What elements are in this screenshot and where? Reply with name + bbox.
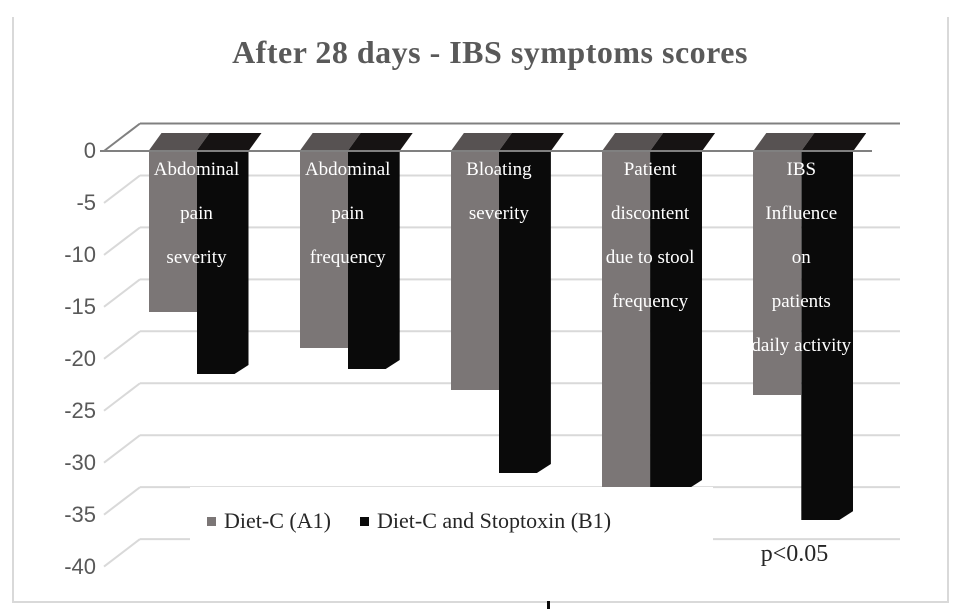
bar-top-face [602, 133, 663, 151]
bar-top-face [451, 133, 512, 151]
legend-label-diet-c-a1: Diet-C (A1) [224, 508, 331, 533]
y-axis-label: -35 [64, 501, 96, 527]
y-axis-label: -30 [64, 449, 96, 475]
y-axis-label: -25 [64, 397, 96, 423]
category-label-line: pain [180, 203, 213, 224]
bar-b1-1 [348, 151, 400, 369]
legend-entry-diet-c-stoptoxin-b1: Diet-C and Stoptoxin (B1) [360, 507, 611, 535]
category-label: Abdominal pain frequency [263, 148, 433, 280]
y-axis-label: -40 [64, 553, 96, 579]
category-label-line: Bloating [466, 159, 532, 180]
bar-top-face [801, 133, 866, 151]
category-label-line: frequency [612, 291, 689, 312]
category-label-line: Abdominal [153, 159, 240, 180]
category-label-line: discontent [611, 203, 690, 224]
p-value-annotation: p<0.05 [760, 541, 829, 567]
bar-b1-0 [197, 151, 249, 374]
legend-label-diet-c-stoptoxin-b1: Diet-C and Stoptoxin (B1) [377, 508, 612, 533]
category-label-line: due to stool [605, 247, 695, 268]
legend-marker-diet-c-stoptoxin-b1 [360, 516, 369, 526]
category-label-line: severity [468, 203, 529, 224]
figure-border-right [947, 17, 949, 603]
bar-b1-4 [801, 151, 853, 520]
bar-a1-2 [450, 151, 499, 390]
legend: Diet-C (A1) Diet-C and Stoptoxin (B1) [190, 487, 713, 551]
figure-border-bottom [12, 601, 949, 603]
bar-a1-3 [602, 151, 651, 489]
legend-marker-diet-c-a1 [207, 516, 216, 526]
category-label-line: IBS [786, 159, 817, 180]
bar-a1-1 [299, 151, 348, 348]
chart-title: After 28 days - IBS symptoms scores [232, 34, 748, 70]
bar-top-face [300, 133, 361, 151]
category-label: Abdominal pain severity [112, 148, 282, 280]
category-label-line: frequency [309, 247, 386, 268]
category-label-line: Influence [765, 203, 838, 224]
bar-top-face [149, 133, 210, 151]
y-axis-label: -10 [64, 241, 96, 267]
category-label: IBS Influence on patients daily activity [716, 148, 886, 368]
category-label-line: patients [771, 291, 831, 312]
bar-top-face [753, 133, 814, 151]
category-label: Bloating severity [414, 148, 584, 236]
bar-top-face [650, 133, 715, 151]
y-axis-label: -5 [76, 189, 96, 215]
category-label-line: on [791, 247, 811, 268]
bar-top-face [348, 133, 413, 151]
axis-tick [547, 601, 550, 609]
figure-border-left [12, 17, 14, 603]
category-label-line: daily activity [751, 335, 852, 356]
category-label-line: pain [331, 203, 365, 224]
y-axis-label: -15 [64, 293, 96, 319]
bar-top-face [197, 133, 262, 151]
bar-top-face [499, 133, 564, 151]
category-label-line: Abdominal [304, 159, 391, 180]
category-label: Patient discontent due to stool frequency [565, 148, 735, 324]
category-label-line: Patient [623, 159, 677, 180]
y-axis-label: -20 [64, 345, 96, 371]
y-axis-label: 0 [83, 138, 96, 163]
bar-a1-4 [753, 151, 802, 395]
bar-a1-0 [148, 151, 197, 312]
bar-b1-3 [650, 151, 702, 489]
legend-entry-diet-c-a1: Diet-C (A1) [207, 507, 331, 535]
category-label-line: severity [166, 247, 227, 268]
bar-b1-2 [499, 151, 551, 473]
